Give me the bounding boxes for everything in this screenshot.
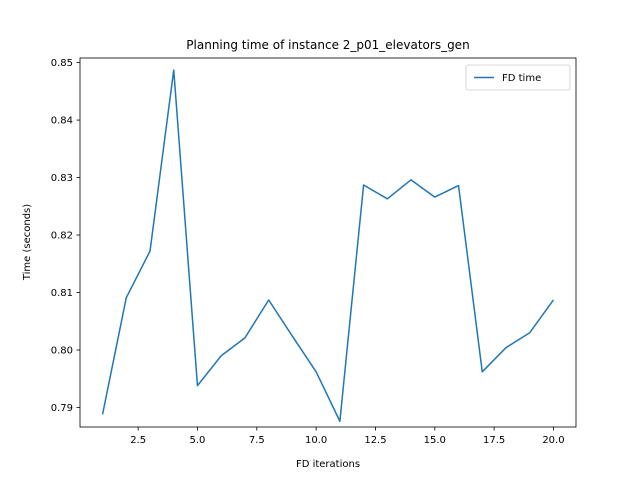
x-tick-label: 12.5 xyxy=(364,435,386,446)
axis-ticks: 2.5 5.0 7.5 10.0 12.5 15.0 17.5 20.0 0.79 0.80 0.8… xyxy=(51,58,565,446)
legend-label: FD time xyxy=(502,73,541,84)
legend-box xyxy=(465,64,571,91)
x-tick-label: 2.5 xyxy=(130,435,146,446)
y-tick-label: 0.80 xyxy=(51,345,73,356)
axes-frame xyxy=(79,57,577,428)
y-tick-label: 0.82 xyxy=(51,231,73,242)
y-tick-label: 0.84 xyxy=(51,116,73,127)
x-tick-label: 5.0 xyxy=(190,435,206,446)
x-axis-label: FD iterations xyxy=(296,459,360,470)
x-tick-label: 10.0 xyxy=(305,435,327,446)
series-lines xyxy=(101,69,555,422)
y-tick-label: 0.81 xyxy=(51,288,73,299)
y-tick-label: 0.85 xyxy=(51,58,73,69)
y-tick-label: 0.83 xyxy=(51,173,73,184)
y-tick-label: 0.79 xyxy=(51,403,73,414)
x-tick-label: 15.0 xyxy=(424,435,446,446)
x-tick-label: 20.0 xyxy=(542,435,564,446)
series-line xyxy=(101,69,555,422)
y-axis-label: Time (seconds) xyxy=(22,204,33,281)
x-tick-label: 17.5 xyxy=(483,435,505,446)
chart-title: Planning time of instance 2_p01_elevator… xyxy=(186,38,469,52)
legend: FD time xyxy=(465,64,571,91)
x-tick-label: 7.5 xyxy=(249,435,265,446)
